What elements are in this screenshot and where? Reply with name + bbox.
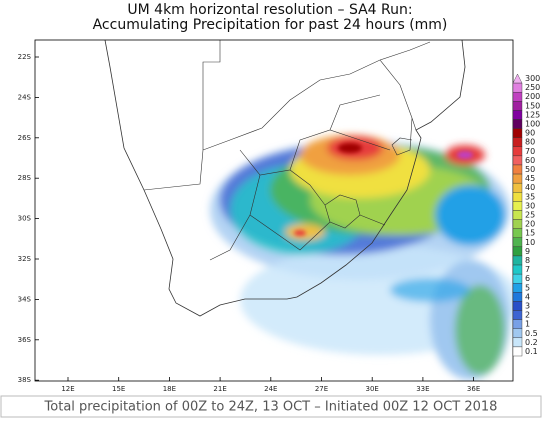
map [35, 40, 513, 381]
colorbar-label: 7 [525, 265, 530, 274]
colorbar-label: 25 [525, 211, 535, 220]
colorbar-label: 8 [525, 256, 530, 265]
colorbar-swatch [512, 237, 523, 248]
precipitation-cores [294, 143, 473, 236]
colorbar-label: 15 [525, 229, 535, 238]
lon-label: 21E [213, 385, 226, 393]
colorbar-swatch [512, 146, 523, 157]
colorbar-swatch [512, 110, 523, 120]
colorbar-swatch [512, 264, 523, 275]
colorbar-label: 1 [525, 320, 530, 329]
colorbar-swatch [512, 273, 523, 284]
colorbar: 3002502001501251009080706050454035302520… [512, 73, 540, 357]
province-lines [209, 94, 391, 261]
precipitation-field [210, 135, 513, 380]
colorbar-swatch [512, 292, 523, 302]
colorbar-label: 100 [525, 120, 540, 129]
lat-label: 30S [18, 215, 32, 223]
colorbar-swatch [512, 128, 523, 138]
lat-label: 28S [18, 174, 32, 182]
colorbar-swatch [512, 182, 523, 193]
colorbar-label: 125 [525, 110, 540, 119]
colorbar-label: 2 [525, 311, 530, 320]
colorbar-swatch [512, 255, 523, 266]
colorbar-swatch [512, 219, 523, 229]
colorbar-swatch [512, 301, 523, 311]
colorbar-label: 30 [525, 201, 535, 210]
colorbar-swatch [512, 101, 523, 111]
lat-label: 24S [18, 93, 32, 101]
colorbar-label: 60 [525, 156, 535, 165]
colorbar-label: 200 [525, 92, 540, 101]
colorbar-swatch [512, 192, 523, 202]
colorbar-label: 45 [525, 174, 535, 183]
colorbar-label: 300 [525, 74, 540, 83]
colorbar-label: 150 [525, 101, 540, 110]
country-borders [143, 40, 431, 191]
lon-label: 36E [467, 385, 480, 393]
colorbar-swatch [512, 310, 523, 320]
colorbar-label: 80 [525, 138, 535, 147]
colorbar-label: 10 [525, 238, 535, 247]
lon-label: 33E [416, 385, 429, 393]
lon-label: 18E [163, 385, 176, 393]
colorbar-label: 40 [525, 183, 535, 192]
colorbar-label: 250 [525, 83, 540, 92]
lon-label: 27E [315, 385, 328, 393]
colorbar-swatch [512, 73, 523, 84]
colorbar-label: 20 [525, 220, 535, 229]
lon-label: 30E [366, 385, 379, 393]
lon-label: 12E [61, 385, 74, 393]
lon-label: 24E [264, 385, 277, 393]
colorbar-swatch [512, 137, 523, 147]
colorbar-label: 50 [525, 165, 535, 174]
colorbar-swatch [512, 164, 523, 175]
colorbar-swatch [512, 91, 523, 102]
footer-box [0, 395, 542, 418]
lat-label: 32S [18, 255, 32, 263]
colorbar-swatch [512, 346, 523, 357]
colorbar-label: 35 [525, 192, 535, 201]
colorbar-label: 5 [525, 283, 530, 292]
colorbar-label: 4 [525, 292, 530, 301]
colorbar-swatch [512, 119, 523, 129]
colorbar-swatch [512, 328, 523, 339]
colorbar-swatch [512, 337, 523, 348]
colorbar-swatch [512, 173, 523, 184]
lat-label: 38S [18, 376, 32, 384]
title-line-2: Accumulating Precipitation for past 24 h… [93, 17, 448, 33]
title-line-1: UM 4km horizontal resolution – SA4 Run: [127, 2, 412, 18]
colorbar-label: 90 [525, 129, 535, 138]
colorbar-swatch [512, 319, 523, 329]
axis-ticks: 22S 24S 26S 28S 30S 32S 34S 36S 38S 12E 15E 18E 21E 2… [18, 53, 481, 393]
lat-label: 36S [18, 336, 32, 344]
colorbar-label: 3 [525, 301, 530, 310]
colorbar-label: 9 [525, 247, 530, 256]
colorbar-swatch [512, 228, 523, 238]
colorbar-swatch [512, 201, 523, 211]
colorbar-swatch [512, 155, 523, 166]
colorbar-label: 0.2 [525, 338, 538, 347]
colorbar-swatch [512, 210, 523, 220]
colorbar-label: 6 [525, 274, 530, 283]
colorbar-label: 0.5 [525, 329, 538, 338]
colorbar-swatch [512, 82, 523, 93]
lon-label: 15E [112, 385, 125, 393]
lat-label: 26S [18, 134, 32, 142]
colorbar-label: 0.1 [525, 347, 538, 356]
footer: Total precipitation of 00Z to 24Z, 13 OC… [44, 400, 498, 415]
colorbar-swatch [512, 246, 523, 257]
lat-label: 22S [18, 53, 32, 61]
colorbar-swatch [512, 283, 523, 293]
lat-label: 34S [18, 295, 32, 303]
colorbar-label: 70 [525, 147, 535, 156]
